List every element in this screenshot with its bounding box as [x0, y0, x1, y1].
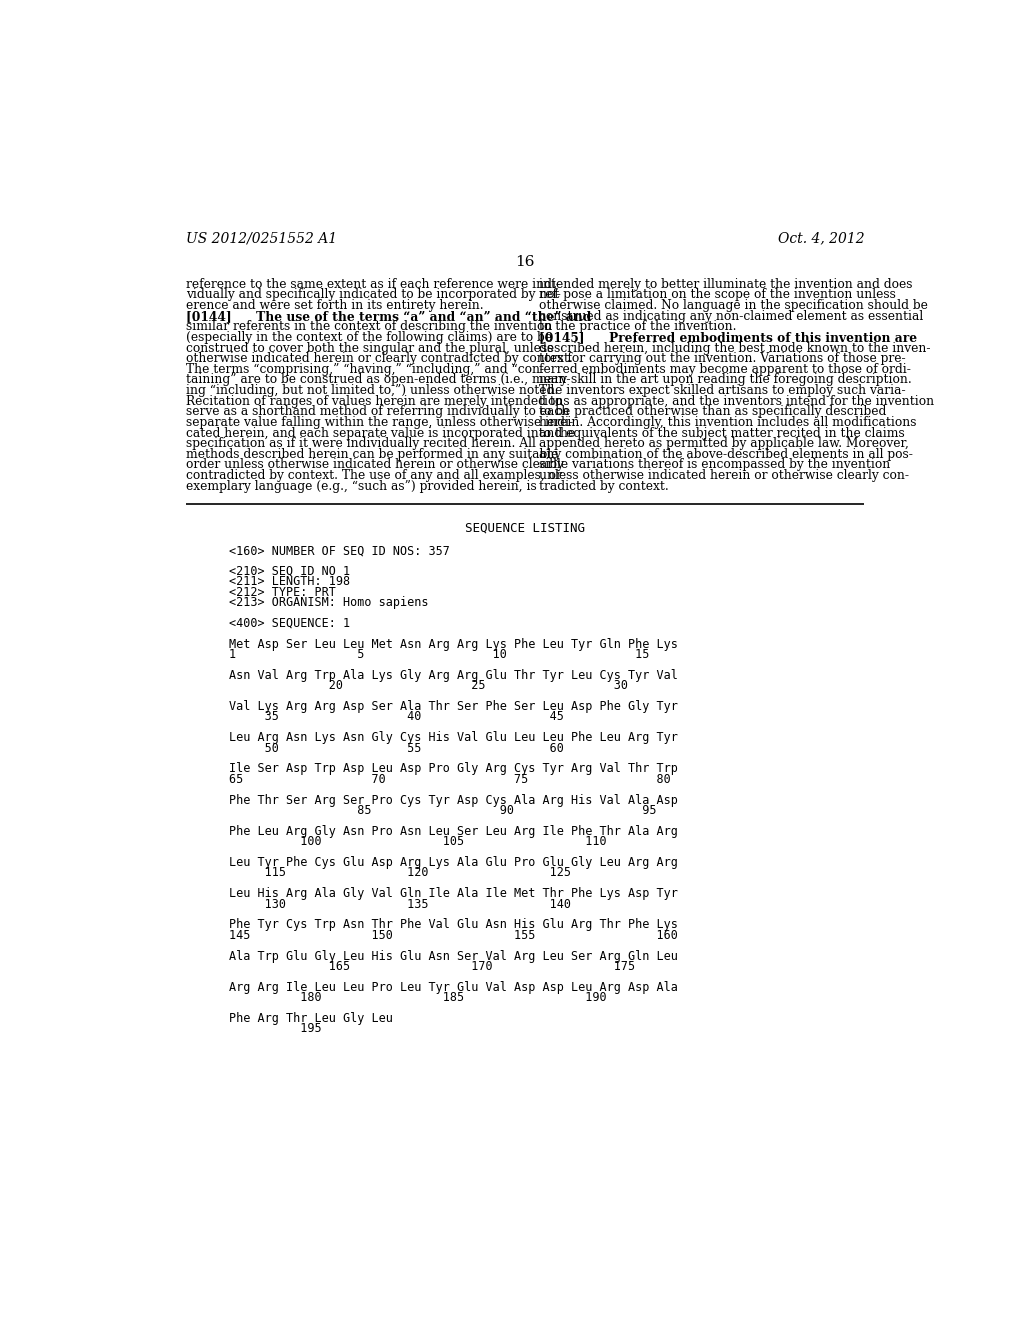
- Text: intended merely to better illuminate the invention and does: intended merely to better illuminate the…: [539, 277, 912, 290]
- Text: 165                 170                 175: 165 170 175: [228, 960, 635, 973]
- Text: contradicted by context. The use of any and all examples, or: contradicted by context. The use of any …: [186, 469, 562, 482]
- Text: Ala Trp Glu Gly Leu His Glu Asn Ser Val Arg Leu Ser Arg Gln Leu: Ala Trp Glu Gly Leu His Glu Asn Ser Val …: [228, 949, 678, 962]
- Text: vidually and specifically indicated to be incorporated by ref-: vidually and specifically indicated to b…: [186, 288, 561, 301]
- Text: erence and were set forth in its entirety herein.: erence and were set forth in its entiret…: [186, 300, 483, 312]
- Text: Asn Val Arg Trp Ala Lys Gly Arg Arg Glu Thr Tyr Leu Cys Tyr Val: Asn Val Arg Trp Ala Lys Gly Arg Arg Glu …: [228, 669, 678, 682]
- Text: [0145]  Preferred embodiments of this invention are: [0145] Preferred embodiments of this inv…: [539, 331, 916, 345]
- Text: 65                  70                  75                  80: 65 70 75 80: [228, 774, 671, 785]
- Text: Leu Tyr Phe Cys Glu Asp Arg Lys Ala Glu Pro Glu Gly Leu Arg Arg: Leu Tyr Phe Cys Glu Asp Arg Lys Ala Glu …: [228, 857, 678, 869]
- Text: Recitation of ranges of values herein are merely intended to: Recitation of ranges of values herein ar…: [186, 395, 562, 408]
- Text: 50                  55                  60: 50 55 60: [228, 742, 563, 755]
- Text: reference to the same extent as if each reference were indi-: reference to the same extent as if each …: [186, 277, 560, 290]
- Text: separate value falling within the range, unless otherwise indi-: separate value falling within the range,…: [186, 416, 573, 429]
- Text: Leu His Arg Ala Gly Val Gln Ile Ala Ile Met Thr Phe Lys Asp Tyr: Leu His Arg Ala Gly Val Gln Ile Ala Ile …: [228, 887, 678, 900]
- Text: 20                  25                  30: 20 25 30: [228, 680, 628, 692]
- Text: unless otherwise indicated herein or otherwise clearly con-: unless otherwise indicated herein or oth…: [539, 469, 908, 482]
- Text: nary skill in the art upon reading the foregoing description.: nary skill in the art upon reading the f…: [539, 374, 911, 387]
- Text: any combination of the above-described elements in all pos-: any combination of the above-described e…: [539, 447, 912, 461]
- Text: tors for carrying out the invention. Variations of those pre-: tors for carrying out the invention. Var…: [539, 352, 905, 366]
- Text: not pose a limitation on the scope of the invention unless: not pose a limitation on the scope of th…: [539, 288, 896, 301]
- Text: <213> ORGANISM: Homo sapiens: <213> ORGANISM: Homo sapiens: [228, 597, 428, 609]
- Text: Phe Tyr Cys Trp Asn Thr Phe Val Glu Asn His Glu Arg Thr Phe Lys: Phe Tyr Cys Trp Asn Thr Phe Val Glu Asn …: [228, 919, 678, 932]
- Text: 180                 185                 190: 180 185 190: [228, 991, 606, 1005]
- Text: exemplary language (e.g., “such as”) provided herein, is: exemplary language (e.g., “such as”) pro…: [186, 479, 537, 492]
- Text: otherwise indicated herein or clearly contradicted by context.: otherwise indicated herein or clearly co…: [186, 352, 572, 366]
- Text: herein. Accordingly, this invention includes all modifications: herein. Accordingly, this invention incl…: [539, 416, 916, 429]
- Text: 1                 5                  10                  15: 1 5 10 15: [228, 648, 649, 661]
- Text: methods described herein can be performed in any suitable: methods described herein can be performe…: [186, 447, 558, 461]
- Text: 16: 16: [515, 255, 535, 269]
- Text: 115                 120                 125: 115 120 125: [228, 866, 570, 879]
- Text: tions as appropriate, and the inventors intend for the invention: tions as appropriate, and the inventors …: [539, 395, 934, 408]
- Text: 35                  40                  45: 35 40 45: [228, 710, 563, 723]
- Text: appended hereto as permitted by applicable law. Moreover,: appended hereto as permitted by applicab…: [539, 437, 908, 450]
- Text: similar referents in the context of describing the invention: similar referents in the context of desc…: [186, 321, 553, 333]
- Text: Ile Ser Asp Trp Asp Leu Asp Pro Gly Arg Cys Tyr Arg Val Thr Trp: Ile Ser Asp Trp Asp Leu Asp Pro Gly Arg …: [228, 763, 678, 775]
- Text: [0144]  The use of the terms “a” and “an” and “the” and: [0144] The use of the terms “a” and “an”…: [186, 310, 592, 322]
- Text: tradicted by context.: tradicted by context.: [539, 479, 669, 492]
- Text: 145                 150                 155                 160: 145 150 155 160: [228, 929, 678, 941]
- Text: The inventors expect skilled artisans to employ such varia-: The inventors expect skilled artisans to…: [539, 384, 905, 397]
- Text: <160> NUMBER OF SEQ ID NOS: 357: <160> NUMBER OF SEQ ID NOS: 357: [228, 544, 450, 557]
- Text: ing “including, but not limited to,”) unless otherwise noted.: ing “including, but not limited to,”) un…: [186, 384, 558, 397]
- Text: Met Asp Ser Leu Leu Met Asn Arg Arg Lys Phe Leu Tyr Gln Phe Lys: Met Asp Ser Leu Leu Met Asn Arg Arg Lys …: [228, 638, 678, 651]
- Text: <400> SEQUENCE: 1: <400> SEQUENCE: 1: [228, 616, 350, 630]
- Text: Val Lys Arg Arg Asp Ser Ala Thr Ser Phe Ser Leu Asp Phe Gly Tyr: Val Lys Arg Arg Asp Ser Ala Thr Ser Phe …: [228, 700, 678, 713]
- Text: 130                 135                 140: 130 135 140: [228, 898, 570, 911]
- Text: otherwise claimed. No language in the specification should be: otherwise claimed. No language in the sp…: [539, 300, 928, 312]
- Text: Phe Thr Ser Arg Ser Pro Cys Tyr Asp Cys Ala Arg His Val Ala Asp: Phe Thr Ser Arg Ser Pro Cys Tyr Asp Cys …: [228, 793, 678, 807]
- Text: specification as if it were individually recited herein. All: specification as if it were individually…: [186, 437, 536, 450]
- Text: SEQUENCE LISTING: SEQUENCE LISTING: [465, 521, 585, 535]
- Text: sible variations thereof is encompassed by the invention: sible variations thereof is encompassed …: [539, 458, 890, 471]
- Text: to be practiced otherwise than as specifically described: to be practiced otherwise than as specif…: [539, 405, 886, 418]
- Text: Arg Arg Ile Leu Leu Pro Leu Tyr Glu Val Asp Asp Leu Arg Asp Ala: Arg Arg Ile Leu Leu Pro Leu Tyr Glu Val …: [228, 981, 678, 994]
- Text: US 2012/0251552 A1: US 2012/0251552 A1: [186, 231, 337, 246]
- Text: (especially in the context of the following claims) are to be: (especially in the context of the follow…: [186, 331, 552, 345]
- Text: described herein, including the best mode known to the inven-: described herein, including the best mod…: [539, 342, 930, 355]
- Text: Phe Arg Thr Leu Gly Leu: Phe Arg Thr Leu Gly Leu: [228, 1012, 392, 1024]
- Text: serve as a shorthand method of referring individually to each: serve as a shorthand method of referring…: [186, 405, 569, 418]
- Text: The terms “comprising,” “having,” “including,” and “con-: The terms “comprising,” “having,” “inclu…: [186, 363, 544, 376]
- Text: 85                  90                  95: 85 90 95: [228, 804, 656, 817]
- Text: <211> LENGTH: 198: <211> LENGTH: 198: [228, 576, 350, 589]
- Text: Phe Leu Arg Gly Asn Pro Asn Leu Ser Leu Arg Ile Phe Thr Ala Arg: Phe Leu Arg Gly Asn Pro Asn Leu Ser Leu …: [228, 825, 678, 838]
- Text: order unless otherwise indicated herein or otherwise clearly: order unless otherwise indicated herein …: [186, 458, 564, 471]
- Text: construed to cover both the singular and the plural, unless: construed to cover both the singular and…: [186, 342, 554, 355]
- Text: ferred embodiments may become apparent to those of ordi-: ferred embodiments may become apparent t…: [539, 363, 910, 376]
- Text: and equivalents of the subject matter recited in the claims: and equivalents of the subject matter re…: [539, 426, 904, 440]
- Text: Leu Arg Asn Lys Asn Gly Cys His Val Glu Leu Leu Phe Leu Arg Tyr: Leu Arg Asn Lys Asn Gly Cys His Val Glu …: [228, 731, 678, 744]
- Text: <212> TYPE: PRT: <212> TYPE: PRT: [228, 586, 336, 599]
- Text: to the practice of the invention.: to the practice of the invention.: [539, 321, 736, 333]
- Text: taining” are to be construed as open-ended terms (i.e., mean-: taining” are to be construed as open-end…: [186, 374, 570, 387]
- Text: <210> SEQ ID NO 1: <210> SEQ ID NO 1: [228, 565, 350, 578]
- Text: cated herein, and each separate value is incorporated into the: cated herein, and each separate value is…: [186, 426, 575, 440]
- Text: construed as indicating any non-claimed element as essential: construed as indicating any non-claimed …: [539, 310, 923, 322]
- Text: 195: 195: [228, 1022, 322, 1035]
- Text: Oct. 4, 2012: Oct. 4, 2012: [777, 231, 864, 246]
- Text: 100                 105                 110: 100 105 110: [228, 836, 606, 849]
